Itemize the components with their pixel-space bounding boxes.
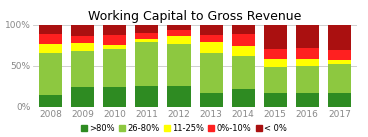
Bar [71, 25, 94, 36]
Bar [39, 53, 62, 95]
Bar [135, 39, 159, 42]
Bar [296, 48, 319, 59]
Bar [135, 33, 159, 39]
Bar [231, 46, 255, 56]
Bar [296, 25, 319, 48]
Bar [231, 34, 255, 46]
Bar [199, 25, 223, 35]
Bar [231, 25, 255, 34]
Bar [39, 34, 62, 44]
Bar [135, 42, 159, 86]
Bar [263, 49, 287, 59]
Bar [39, 25, 62, 34]
Bar [103, 35, 127, 45]
Bar [103, 49, 127, 87]
Bar [199, 42, 223, 53]
Bar [263, 25, 287, 49]
Bar [71, 51, 94, 87]
Bar [167, 44, 191, 86]
Bar [71, 87, 94, 107]
Bar [199, 93, 223, 107]
Bar [328, 64, 351, 93]
Bar [263, 67, 287, 93]
Bar [167, 36, 191, 44]
Bar [296, 93, 319, 107]
Bar [231, 56, 255, 89]
Bar [167, 25, 191, 30]
Bar [39, 44, 62, 53]
Bar [199, 53, 223, 93]
Bar [71, 43, 94, 51]
Bar [199, 35, 223, 42]
Legend: >80%, 26-80%, 11-25%, 0%-10%, < 0%: >80%, 26-80%, 11-25%, 0%-10%, < 0% [81, 124, 287, 133]
Bar [39, 95, 62, 107]
Bar [167, 86, 191, 107]
Bar [263, 93, 287, 107]
Bar [263, 59, 287, 67]
Bar [328, 25, 351, 50]
Bar [296, 59, 319, 66]
Bar [231, 89, 255, 107]
Bar [103, 45, 127, 49]
Bar [135, 86, 159, 107]
Bar [103, 25, 127, 35]
Bar [296, 66, 319, 93]
Bar [103, 87, 127, 107]
Title: Working Capital to Gross Revenue: Working Capital to Gross Revenue [88, 11, 302, 23]
Bar [167, 30, 191, 36]
Bar [328, 93, 351, 107]
Bar [328, 50, 351, 60]
Bar [328, 60, 351, 64]
Bar [135, 25, 159, 33]
Bar [71, 36, 94, 43]
